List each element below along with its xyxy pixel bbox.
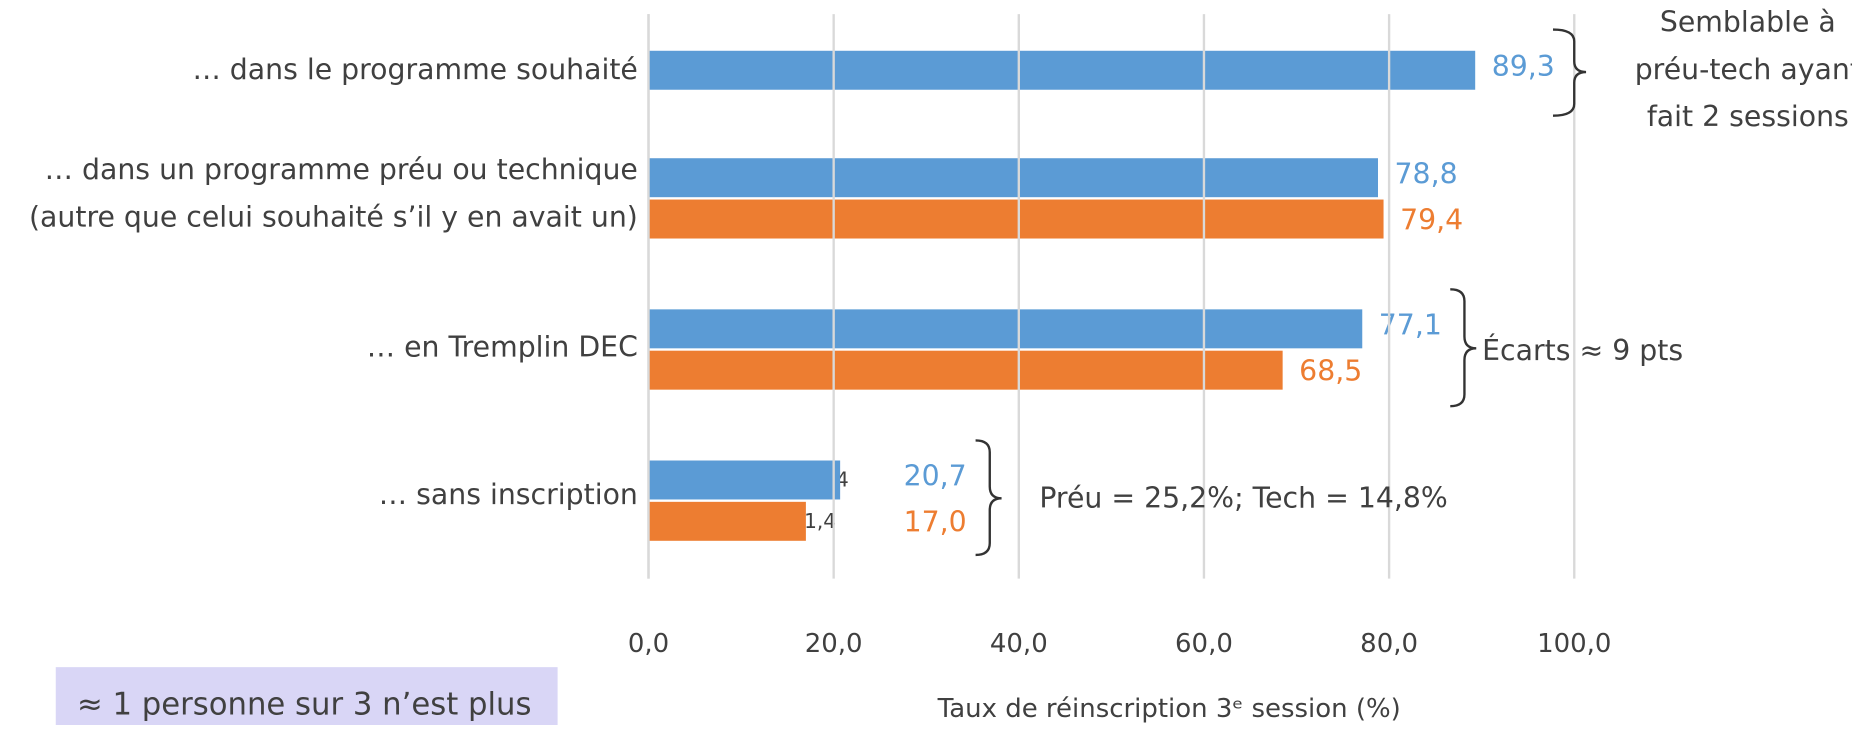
x-tick-label: 80,0 xyxy=(1360,629,1418,659)
y-tick-label: … en Tremplin DEC xyxy=(367,330,638,363)
data-label: 68,5 xyxy=(1299,355,1362,388)
bar xyxy=(648,50,1476,90)
brace xyxy=(1450,288,1477,408)
bar xyxy=(648,158,1378,198)
annotation: préu-tech ayant xyxy=(1635,53,1852,86)
braces xyxy=(975,28,1587,557)
y-tick-label: … dans un programme préu ou technique xyxy=(45,153,638,186)
data-label: 79,4 xyxy=(1400,203,1463,236)
x-tick-label: 40,0 xyxy=(990,629,1048,659)
x-axis-label: Taux de réinscription 3ᵉ session (%) xyxy=(937,694,1401,724)
x-tick-label: 100,0 xyxy=(1537,629,1611,659)
note: ≈ 1 personne sur 3 n’est plus xyxy=(77,688,531,723)
data-label: 20,7 xyxy=(904,460,967,493)
annotation: Préu = 25,2%; Tech = 14,8% xyxy=(1039,481,1447,514)
annotation: Écarts ≈ 9 pts xyxy=(1482,333,1683,367)
y-tick-label: … sans inscription xyxy=(379,478,638,511)
data-label: 89,3 xyxy=(1492,50,1555,83)
data-label: 17,0 xyxy=(904,506,967,539)
annotation: Semblable à xyxy=(1660,6,1836,39)
note-box xyxy=(55,667,558,727)
y-tick-label: (autre que celui souhaité s’il y en avai… xyxy=(29,200,638,233)
x-tick-label: 0,0 xyxy=(628,629,669,659)
bar xyxy=(648,350,1283,390)
bar xyxy=(648,309,1363,349)
bar xyxy=(648,501,806,541)
bar xyxy=(648,460,841,500)
data-label: 78,8 xyxy=(1395,157,1458,190)
brace xyxy=(975,439,1002,557)
annotation: fait 2 sessions xyxy=(1647,100,1849,133)
brace xyxy=(1552,28,1587,117)
bar xyxy=(648,199,1384,239)
x-tick-label: 20,0 xyxy=(805,629,863,659)
y-tick-label: … dans le programme souhaité xyxy=(192,53,637,86)
x-tick-label: 60,0 xyxy=(1175,629,1233,659)
